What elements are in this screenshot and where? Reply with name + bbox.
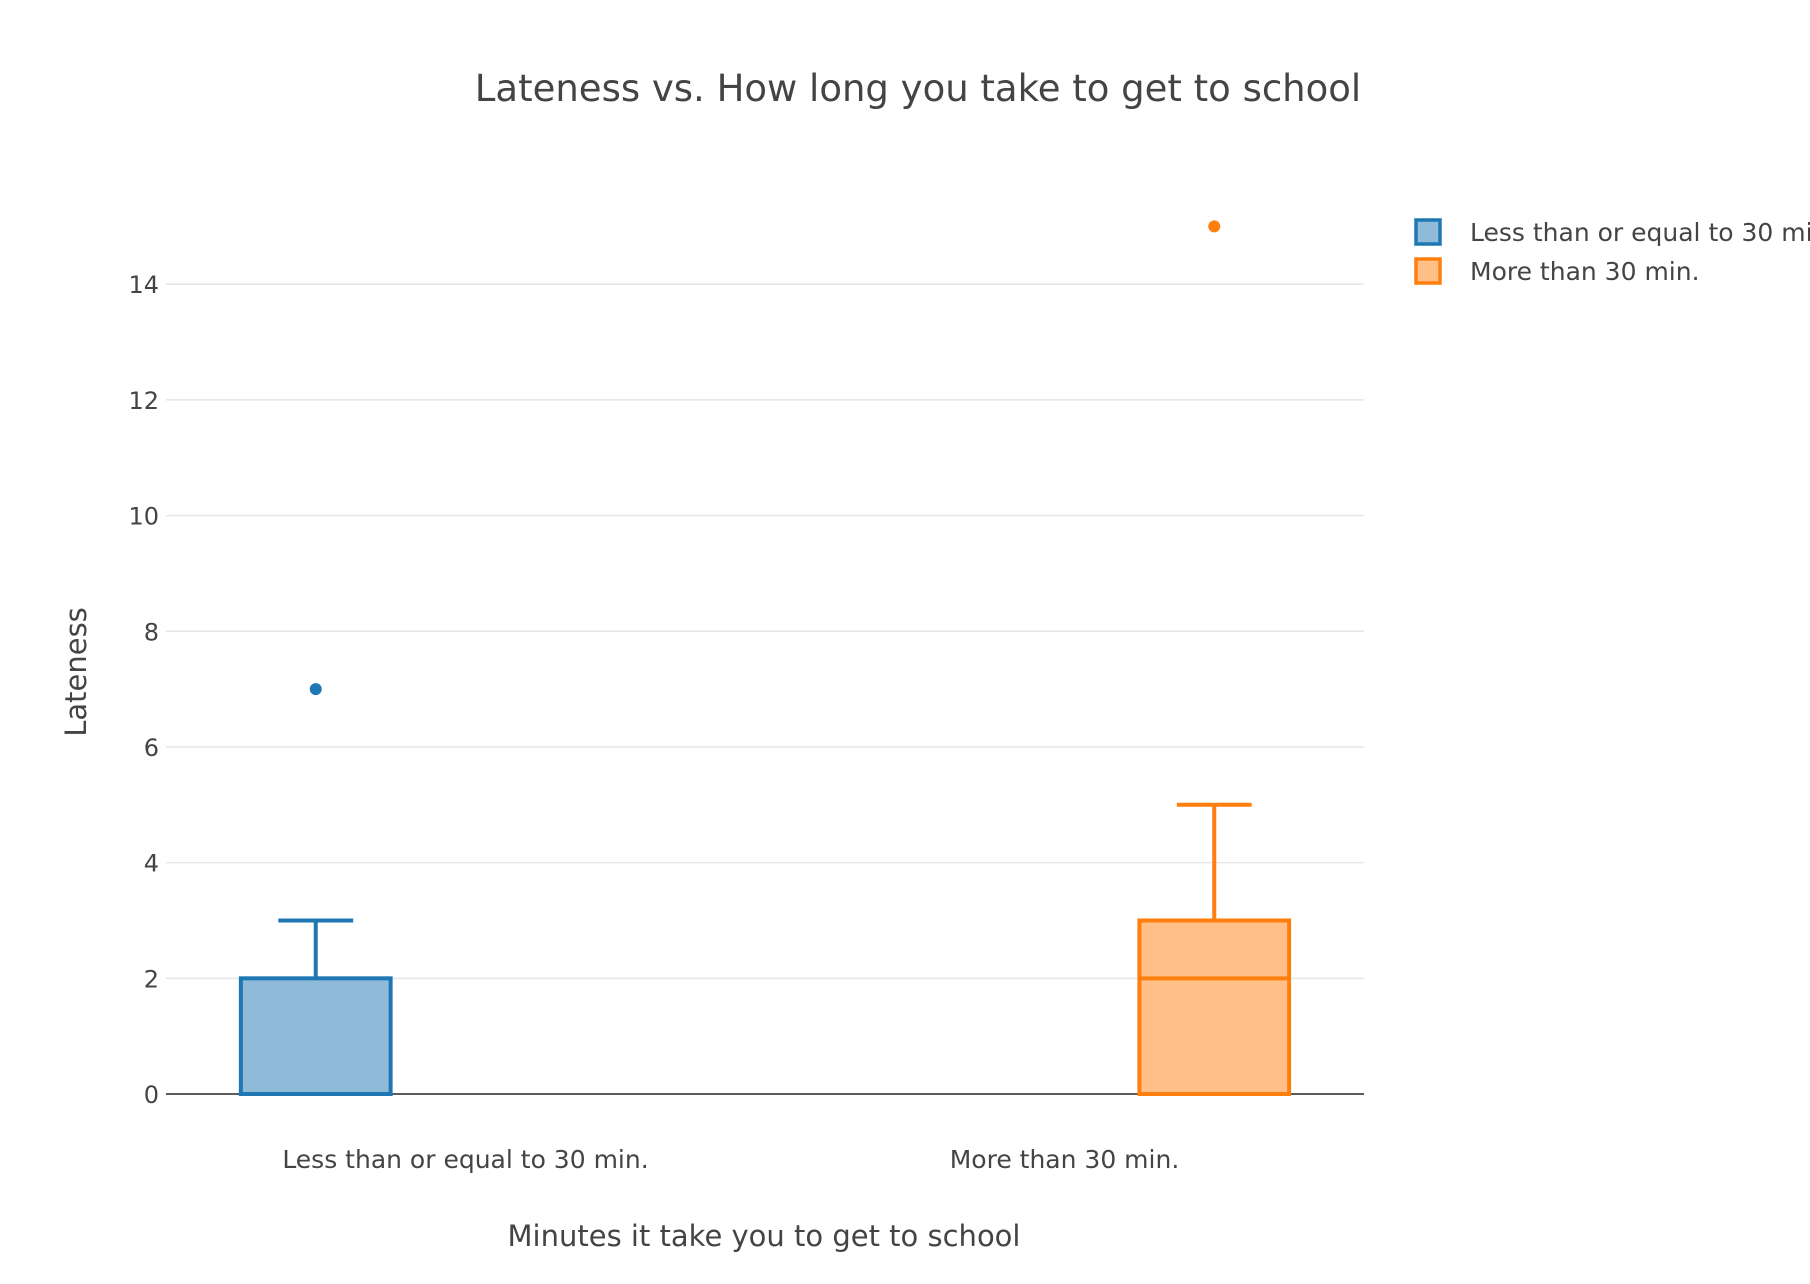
legend-label: Less than or equal to 30 min.	[1470, 218, 1810, 247]
box-iqr	[1137, 918, 1292, 1097]
y-tick-label: 14	[128, 271, 159, 299]
box-iqr	[238, 976, 393, 1096]
legend: Less than or equal to 30 min. More than 3…	[1414, 218, 1810, 286]
legend-item-2: More than 30 min.	[1414, 257, 1700, 286]
chart-title: Lateness vs. How long you take to get to…	[475, 67, 1361, 110]
x-category-label: More than 30 min.	[950, 1145, 1180, 1174]
legend-swatch	[1414, 218, 1442, 246]
box-2	[1137, 220, 1292, 1097]
outlier-point	[1208, 220, 1221, 233]
outlier-point	[309, 683, 322, 696]
box-1	[238, 683, 393, 1096]
y-tick-label: 4	[144, 850, 159, 878]
boxes	[238, 220, 1292, 1097]
x-category-labels: Less than or equal to 30 min. More than 3…	[282, 1145, 1179, 1174]
y-tick-label: 8	[144, 618, 159, 646]
y-tick-labels: 0 2 4 6 8 10 12 14	[128, 271, 159, 1109]
y-tick-label: 2	[144, 965, 159, 993]
legend-label: More than 30 min.	[1470, 257, 1700, 286]
legend-swatch	[1414, 257, 1442, 285]
y-tick-label: 6	[144, 734, 159, 762]
y-axis-title: Lateness	[59, 607, 93, 737]
y-tick-label: 10	[128, 503, 159, 531]
x-category-label: Less than or equal to 30 min.	[282, 1145, 648, 1174]
y-tick-label: 12	[128, 387, 159, 415]
legend-item-1: Less than or equal to 30 min.	[1414, 218, 1810, 247]
x-axis-title: Minutes it take you to get to school	[508, 1219, 1021, 1253]
y-tick-label: 0	[144, 1081, 159, 1109]
y-gridlines	[166, 283, 1364, 980]
